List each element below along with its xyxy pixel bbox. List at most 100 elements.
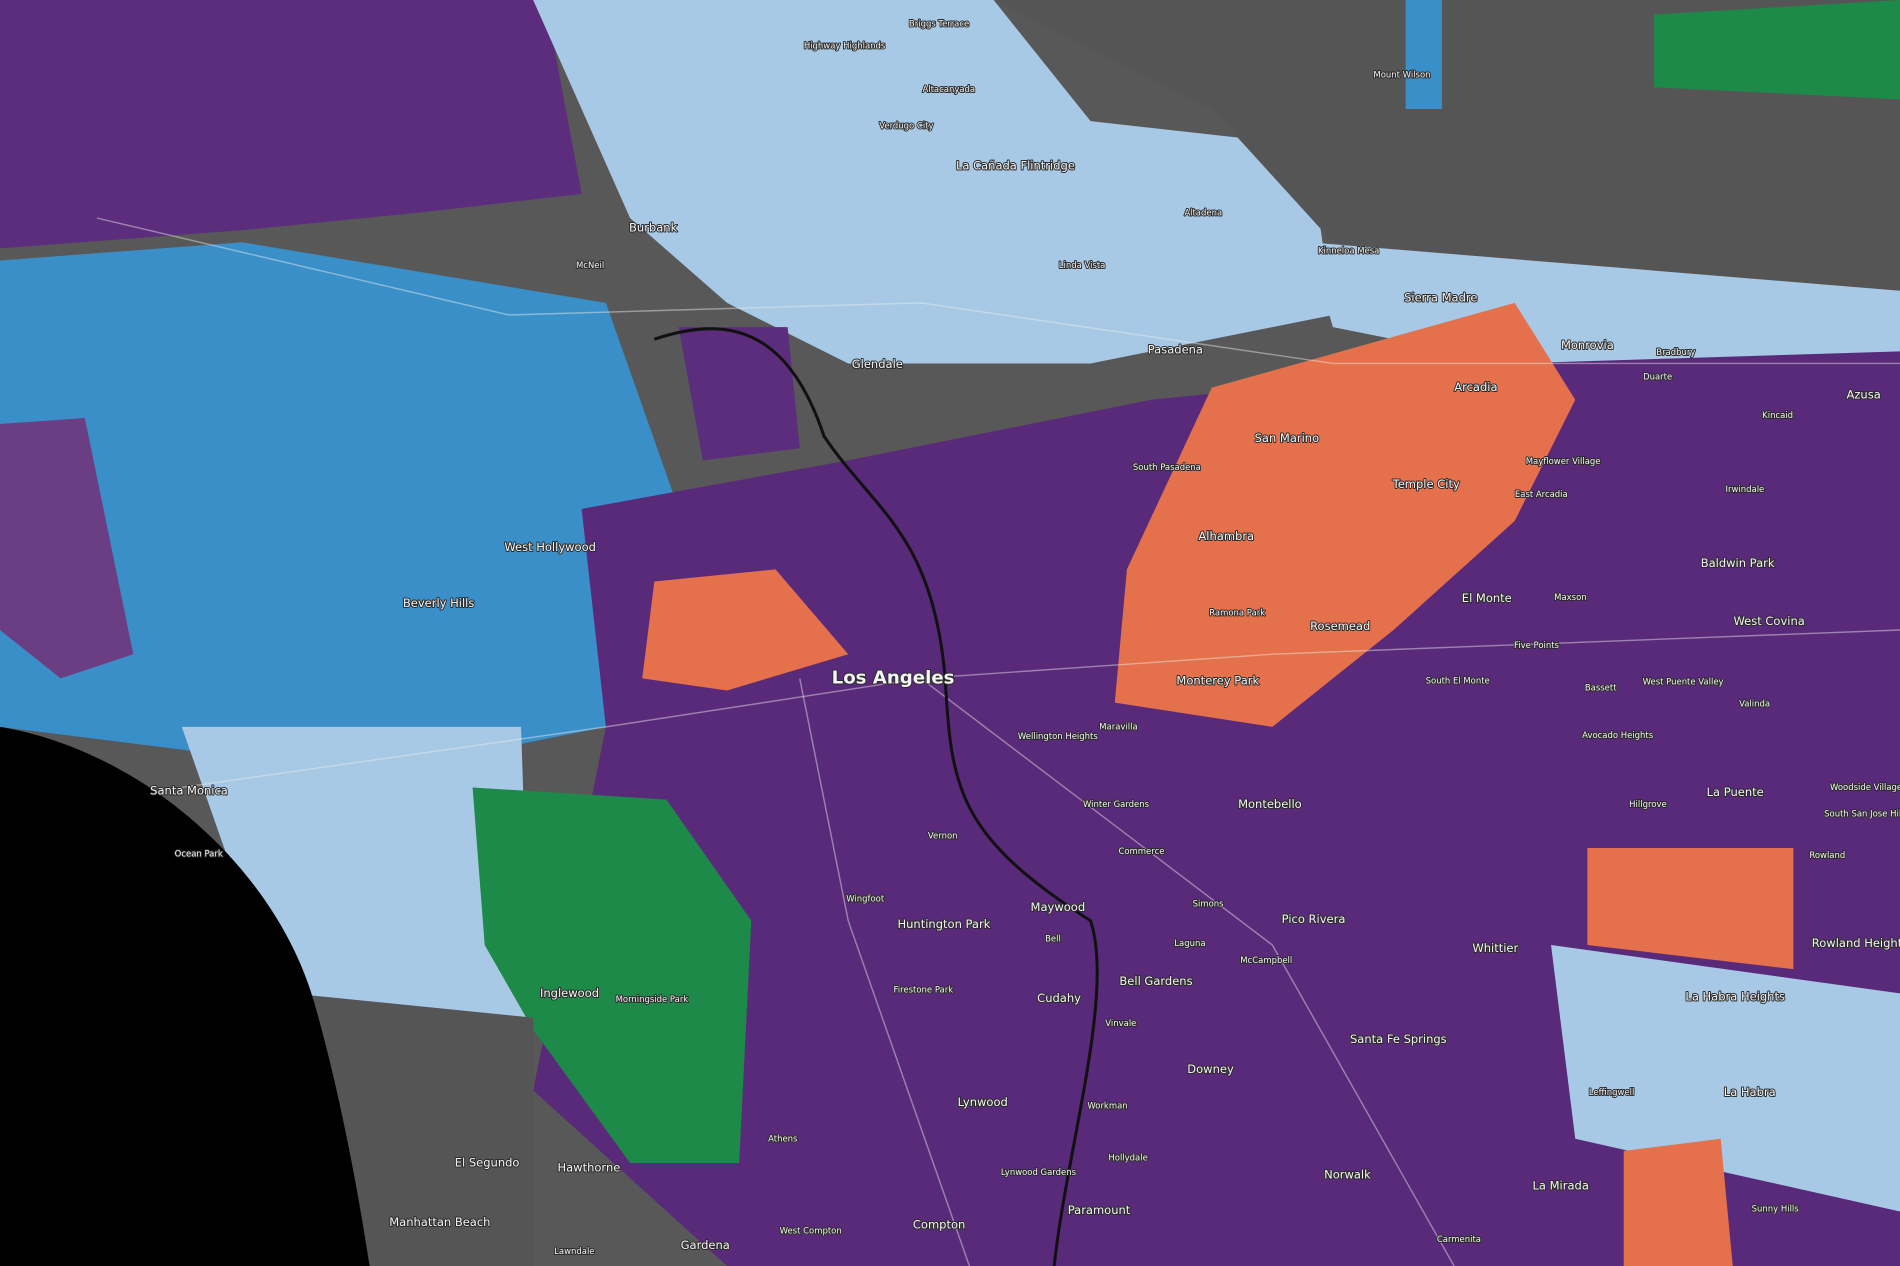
place-label: Maravilla [1099,721,1137,731]
place-label: Highway Highlands [804,41,885,51]
railway [653,327,1099,1266]
place-label: La Habra [1724,1085,1776,1099]
place-label: Duarte [1643,371,1672,381]
place-label: Santa Monica [150,784,228,798]
place-label: South San Jose Hills [1824,809,1900,819]
place-label: Bradbury [1656,347,1695,357]
place-label: Los Angeles [832,667,955,688]
orange-region [1587,848,1794,970]
place-label: Mayflower Village [1526,456,1601,466]
place-label: Bell [1045,933,1061,943]
place-label: West Compton [780,1225,842,1235]
blue-region [0,242,679,776]
place-label: Paramount [1068,1203,1131,1217]
place-label: Lawndale [554,1246,594,1256]
place-label: Burbank [629,220,678,234]
purple-region [678,327,800,461]
place-label: Monrovia [1561,338,1614,352]
place-label: McNeil [576,260,604,270]
place-label: Hillgrove [1629,799,1667,809]
orange-region [1623,1138,1733,1266]
place-label: Rosemead [1310,619,1370,633]
place-label: Linda Vista [1059,260,1106,270]
place-label: Workman [1087,1101,1127,1111]
place-label: Bell Gardens [1119,974,1192,988]
place-label: Wellington Heights [1018,731,1098,741]
place-label: Verdugo City [879,120,933,130]
place-label: South El Monte [1426,675,1490,685]
place-label: Alhambra [1198,529,1254,543]
place-label: Temple City [1392,477,1460,491]
place-label: Lynwood [958,1095,1008,1109]
place-label: El Segundo [455,1156,520,1170]
lightblue-region [533,0,1333,364]
place-label: Morningside Park [616,994,689,1004]
place-label: Athens [768,1133,797,1143]
place-label: Bassett [1585,683,1617,693]
place-label: Kincaid [1762,410,1793,420]
place-label: La Mirada [1533,1179,1589,1193]
place-label: Five Points [1514,640,1559,650]
place-label: San Marino [1255,431,1320,445]
ocean [0,726,370,1266]
place-label: Hollydale [1108,1153,1147,1163]
place-label: Sunny Hills [1752,1204,1799,1214]
green-region [1654,0,1900,100]
place-label: Mount Wilson [1373,70,1430,80]
road [96,217,1900,365]
place-label: Briggs Terrace [909,19,969,29]
label-layer: Briggs Terrace Highway Highlands Altacanya… [149,18,1900,1257]
place-label: Maxson [1554,592,1586,602]
place-label: Avocado Heights [1582,730,1653,740]
place-label: Simons [1193,898,1224,908]
place-label: Ocean Park [175,849,223,859]
place-label: Glendale [852,357,903,371]
place-label: Leffingwell [1589,1087,1635,1097]
place-label: East Arcadia [1515,489,1568,499]
purple-region [533,351,1900,1266]
green-region [472,787,752,1164]
place-label: Rowland [1809,850,1845,860]
place-label: South Pasadena [1133,462,1201,472]
place-label: Whittier [1472,941,1518,955]
lightblue-region [1551,944,1900,1212]
place-label: Downey [1187,1062,1234,1076]
place-label: Lynwood Gardens [1001,1167,1076,1177]
place-label: Montebello [1238,797,1302,811]
place-label: Vinvale [1105,1018,1136,1028]
place-label: Rowland Heights [1812,936,1900,950]
purple-region [0,417,134,679]
place-label: Altacanyada [922,84,975,94]
place-label: Santa Fe Springs [1350,1032,1447,1046]
place-label: Pico Rivera [1282,912,1346,926]
place-label: Laguna [1174,938,1205,948]
orange-region [1114,302,1576,727]
place-label: Commerce [1118,846,1164,856]
place-label: Sierra Madre [1404,291,1477,305]
place-label: Beverly Hills [403,596,474,610]
place-label: Valinda [1739,698,1770,708]
place-label: Monterey Park [1176,673,1259,687]
place-label: Arcadia [1454,380,1497,394]
orange-region [642,569,849,691]
place-label: Carmenita [1437,1234,1481,1244]
purple-region [0,0,582,249]
place-label: El Monte [1462,591,1512,605]
place-label: Hawthorne [557,1160,620,1174]
place-label: Pasadena [1148,343,1203,357]
place-label: Norwalk [1324,1168,1371,1182]
place-label: Ramona Park [1209,608,1265,618]
road [181,629,1900,789]
place-label: La Habra Heights [1685,990,1785,1004]
place-label: Winter Gardens [1083,799,1149,809]
place-label: Woodside Village [1830,782,1900,792]
place-label: Gardena [681,1238,730,1252]
place-label: Wingfoot [846,893,885,903]
road [799,678,971,1266]
road [920,677,1455,1266]
place-label: Cudahy [1037,991,1081,1005]
place-label: West Covina [1733,614,1804,628]
place-label: Baldwin Park [1701,556,1775,570]
